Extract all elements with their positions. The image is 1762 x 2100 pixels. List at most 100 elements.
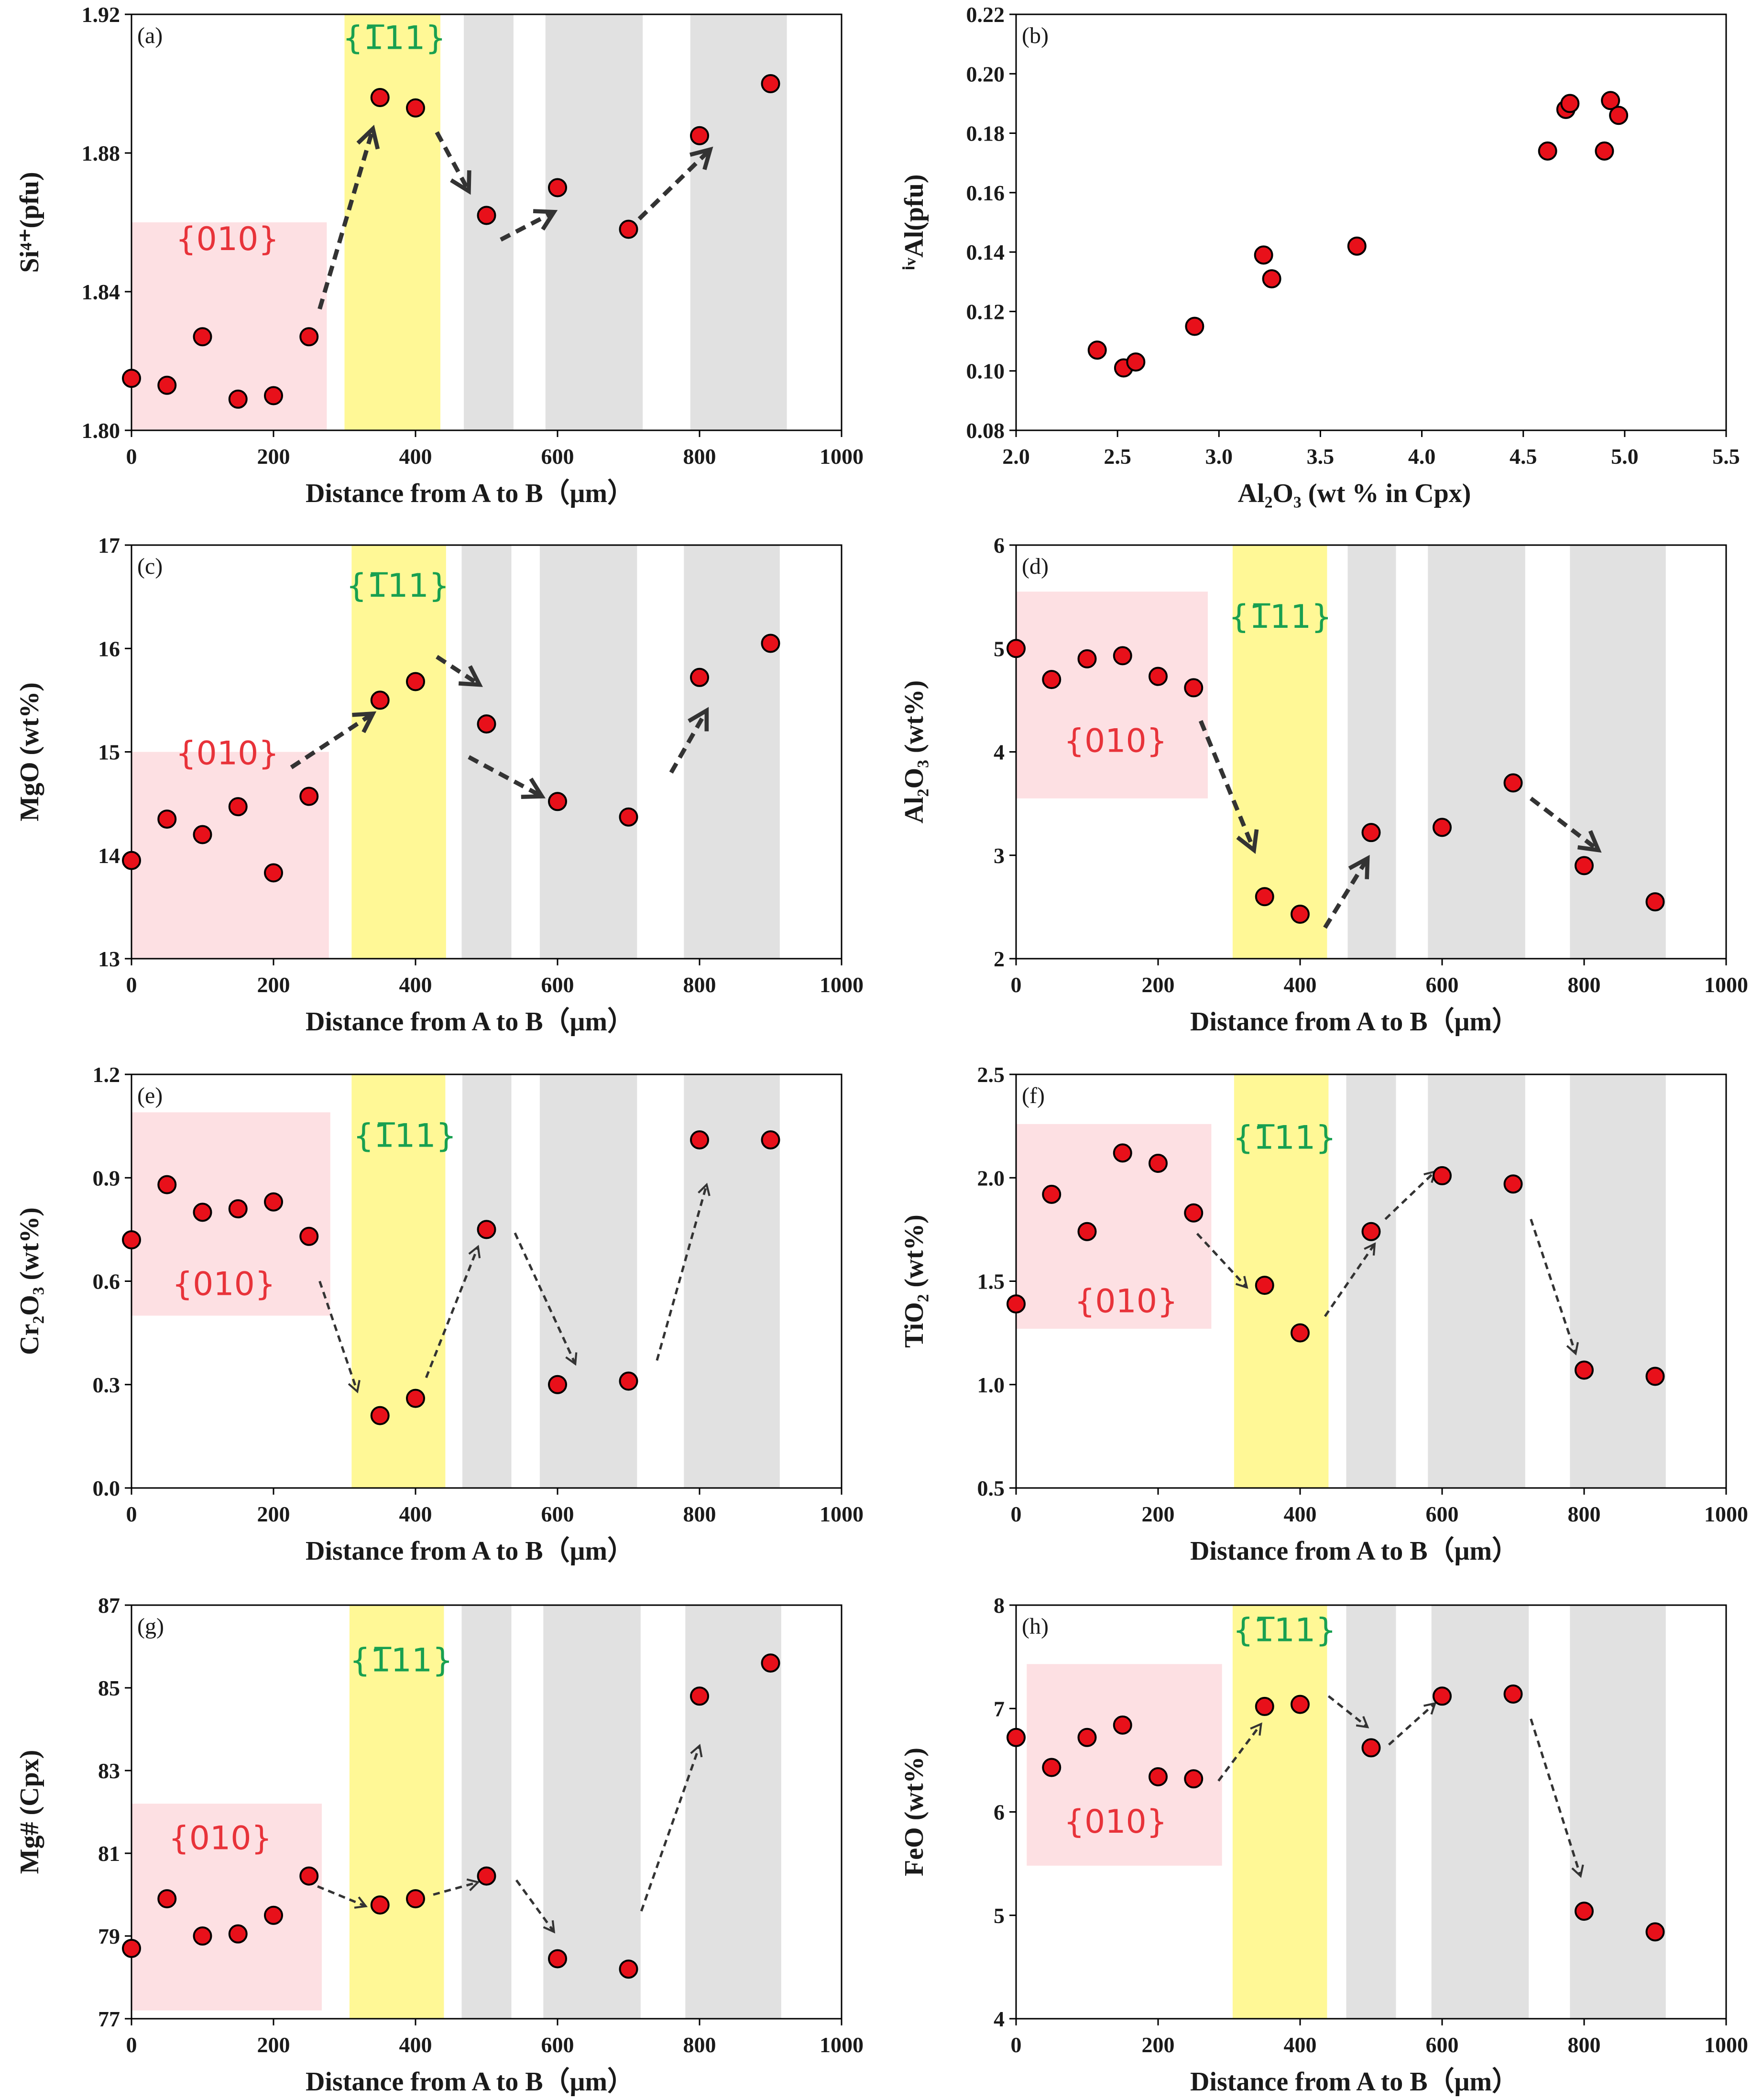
y-axis-label: Si⁴⁺(pfu) bbox=[15, 172, 44, 273]
x-tick-label: 4.5 bbox=[1510, 444, 1537, 469]
y-tick-label: 5 bbox=[994, 636, 1005, 661]
region-yellow-1 bbox=[349, 1605, 444, 2019]
data-point bbox=[761, 74, 780, 93]
x-tick-label: 800 bbox=[683, 1502, 716, 1526]
x-tick-label: 600 bbox=[541, 444, 574, 469]
data-point bbox=[228, 389, 248, 409]
data-point bbox=[1255, 1696, 1274, 1716]
data-point bbox=[619, 219, 638, 239]
data-point bbox=[193, 825, 212, 844]
region-gray-3 bbox=[539, 545, 637, 959]
data-point bbox=[264, 1192, 283, 1212]
data-point bbox=[1433, 1686, 1452, 1706]
data-point bbox=[1254, 245, 1273, 265]
x-tick-label: 200 bbox=[1142, 973, 1175, 997]
data-point bbox=[193, 327, 212, 347]
data-point bbox=[299, 327, 319, 347]
data-point bbox=[406, 672, 425, 691]
y-tick-label: 13 bbox=[98, 947, 120, 971]
data-point bbox=[1007, 1294, 1026, 1314]
y-tick-label: 1.88 bbox=[82, 141, 120, 165]
trend-arrow bbox=[1529, 797, 1602, 853]
x-tick-label: 1000 bbox=[820, 973, 864, 997]
y-axis-label: MgO (wt%) bbox=[15, 682, 44, 821]
x-axis-label: Distance from A to B（μm） bbox=[306, 478, 634, 508]
data-point bbox=[548, 792, 567, 811]
data-point bbox=[228, 1924, 248, 1944]
panel-label: (d) bbox=[1022, 554, 1049, 579]
data-point bbox=[264, 386, 283, 405]
data-point bbox=[1347, 236, 1367, 256]
data-point bbox=[1601, 91, 1620, 110]
data-point bbox=[228, 797, 248, 817]
y-tick-label: 85 bbox=[98, 1676, 120, 1700]
region-gray-3 bbox=[1428, 545, 1525, 959]
y-tick-label: 6 bbox=[994, 1800, 1005, 1825]
data-point bbox=[370, 88, 390, 107]
data-point bbox=[761, 634, 780, 653]
trend-arrow bbox=[640, 1744, 703, 1912]
data-point bbox=[157, 375, 177, 395]
panel-label: (c) bbox=[137, 554, 163, 579]
y-tick-label: 6 bbox=[994, 533, 1005, 558]
region-gray-3 bbox=[1431, 1605, 1529, 2019]
region-annotation-pink: {010} bbox=[1064, 722, 1167, 760]
trend-arrow bbox=[1327, 1695, 1369, 1728]
plot-frame bbox=[1015, 13, 1727, 431]
data-point bbox=[548, 1375, 567, 1394]
region-gray-2 bbox=[1346, 1605, 1396, 2019]
x-tick-label: 0 bbox=[1011, 973, 1022, 997]
x-axis-label: Al₂O₃ (wt % in Cpx) bbox=[1238, 479, 1471, 508]
data-point bbox=[1042, 670, 1062, 689]
data-point bbox=[761, 1130, 780, 1149]
trend-arrow bbox=[1217, 1722, 1262, 1782]
x-tick-label: 0 bbox=[126, 444, 137, 469]
x-tick-label: 200 bbox=[257, 444, 290, 469]
y-tick-label: 81 bbox=[98, 1841, 120, 1866]
data-point bbox=[1113, 1715, 1132, 1735]
x-tick-label: 200 bbox=[1142, 2033, 1175, 2057]
data-point bbox=[761, 1653, 780, 1673]
x-axis-label: Distance from A to B（μm） bbox=[1190, 1006, 1519, 1037]
region-annotation-pink: {010} bbox=[1064, 1803, 1167, 1841]
y-tick-label: 0.18 bbox=[966, 121, 1005, 146]
region-gray-2 bbox=[461, 545, 512, 959]
region-gray-2 bbox=[1346, 1074, 1396, 1488]
x-tick-label: 200 bbox=[257, 973, 290, 997]
chart-panel-d: 0 200 400 600 800 1000 2 3 4 5 6 Distance from A to… bbox=[899, 533, 1748, 1037]
x-tick-label: 200 bbox=[257, 2033, 290, 2057]
region-annotation-pink: {010} bbox=[168, 1819, 272, 1857]
x-tick-label: 5.5 bbox=[1712, 444, 1740, 469]
y-tick-label: 1.0 bbox=[977, 1373, 1005, 1397]
trend-arrow bbox=[1530, 1718, 1584, 1878]
y-tick-label: 8 bbox=[994, 1593, 1005, 1618]
region-yellow-1 bbox=[351, 545, 446, 959]
data-point bbox=[1077, 649, 1097, 668]
region-gray-4 bbox=[1570, 1074, 1666, 1488]
y-tick-label: 1.5 bbox=[977, 1269, 1005, 1294]
plot-frame bbox=[131, 13, 843, 431]
data-point bbox=[122, 1230, 141, 1249]
region-annotation-yellow: {1̅11} bbox=[350, 1641, 453, 1679]
panel-label: (g) bbox=[137, 1614, 164, 1639]
data-point bbox=[122, 1938, 141, 1958]
x-tick-label: 400 bbox=[399, 444, 432, 469]
data-point bbox=[1361, 1222, 1381, 1241]
x-axis-label: Distance from A to B（μm） bbox=[1190, 2067, 1519, 2097]
data-point bbox=[1184, 1203, 1204, 1223]
x-tick-label: 4.0 bbox=[1408, 444, 1436, 469]
y-tick-label: 15 bbox=[98, 740, 120, 765]
data-point bbox=[1255, 1276, 1274, 1295]
chart-panel-h: 0 200 400 600 800 1000 4 5 6 7 8 Distance from A to… bbox=[899, 1593, 1748, 2097]
trend-arrow bbox=[317, 1885, 368, 1909]
x-axis-label: Distance from A to B（μm） bbox=[306, 2067, 634, 2097]
x-tick-label: 800 bbox=[1568, 973, 1601, 997]
trend-arrow bbox=[669, 707, 709, 774]
region-yellow-1 bbox=[344, 14, 440, 430]
data-point bbox=[1262, 269, 1281, 289]
y-tick-label: 0.10 bbox=[966, 359, 1005, 383]
data-point bbox=[1113, 646, 1132, 666]
data-point bbox=[1042, 1184, 1062, 1204]
panel-label: (e) bbox=[137, 1083, 163, 1108]
